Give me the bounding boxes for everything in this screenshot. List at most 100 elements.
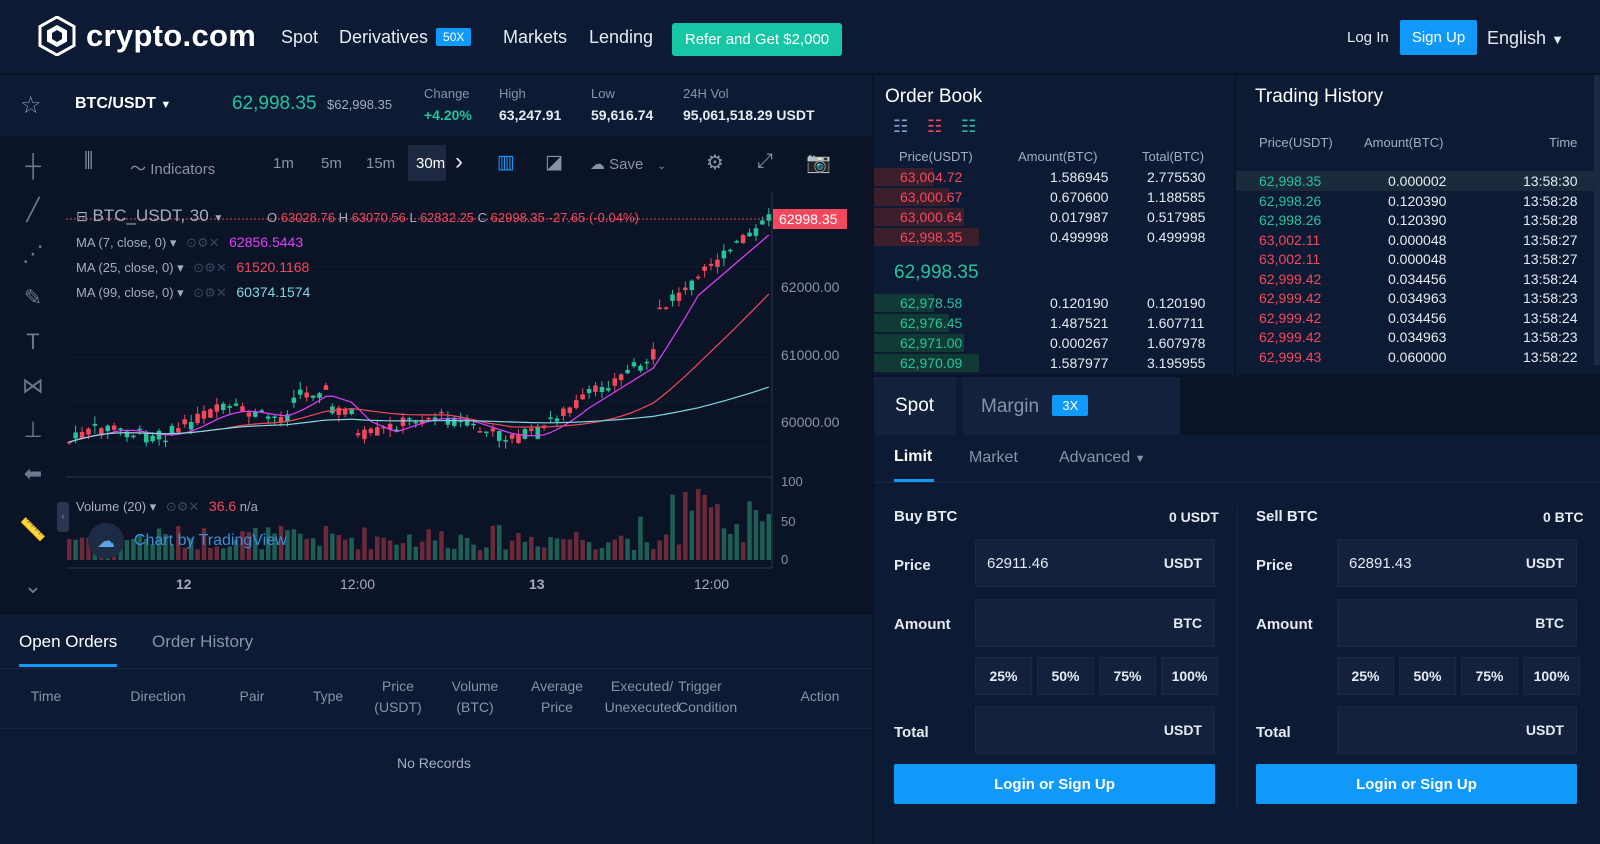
volume-controls-icon[interactable]: ⊙⚙✕ (165, 499, 200, 514)
candle (766, 214, 772, 221)
buy-percent-50[interactable]: 50% (1037, 657, 1094, 695)
trend-line-icon[interactable]: ╱ (26, 197, 40, 222)
interval-30m[interactable]: 30m (408, 145, 446, 181)
order-book-row[interactable]: 63,000.64 0.017987 0.517985 (874, 207, 1234, 227)
sell-total-input[interactable]: USDT (1337, 706, 1577, 754)
book-view-both-icon[interactable]: ☷ (893, 117, 909, 136)
tab-spot[interactable]: Spot (895, 395, 935, 416)
volume-bar (426, 529, 431, 560)
save-button[interactable]: ☁ Save ⌄ (590, 155, 666, 173)
buy-total-input[interactable]: USDT (975, 706, 1215, 754)
nav-markets-link[interactable]: Markets (503, 27, 568, 47)
sell-price-input[interactable]: 62891.43 USDT (1337, 539, 1577, 587)
buy-percent-100[interactable]: 100% (1161, 657, 1218, 695)
fullscreen-icon[interactable]: ⤢ (757, 150, 773, 172)
collapse-sidebar-handle[interactable]: ‹ (57, 502, 69, 532)
order-book-row[interactable]: 62,971.00 0.000267 1.607978 (874, 333, 1234, 353)
interval-15m[interactable]: 15m (366, 155, 396, 172)
order-type-market[interactable]: Market (969, 449, 1018, 466)
chevron-down-icon: ▼ (160, 99, 172, 111)
collapse-legend-icon[interactable]: ⊟ (76, 208, 88, 224)
interval-5m[interactable]: 5m (321, 155, 342, 172)
ma-controls-icon[interactable]: ⊙⚙✕ (193, 285, 227, 300)
symbol-legend[interactable]: ⊟ BTC_USDT, 30 ▼ (76, 206, 223, 226)
order-type-advanced[interactable]: Advanced ▼ (1059, 449, 1146, 467)
back-arrow-icon[interactable]: ⬅ (23, 461, 43, 486)
order-type-limit[interactable]: Limit (894, 448, 933, 465)
tab-order-history[interactable]: Order History (152, 632, 254, 651)
ma99-legend[interactable]: MA (99, close, 0) ▾ ⊙⚙✕ 60374.1574 (76, 284, 311, 300)
crypto-com-logo[interactable]: crypto.com (38, 16, 256, 56)
sell-percent-100[interactable]: 100% (1523, 657, 1580, 695)
buy-login-signup-button[interactable]: Login or Sign Up (894, 764, 1215, 804)
ma7-legend[interactable]: MA (7, close, 0) ▾ ⊙⚙✕ 62856.5443 (76, 234, 304, 250)
book-view-bids-icon[interactable]: ☷ (961, 117, 977, 136)
scrollbar[interactable] (1594, 75, 1600, 365)
buy-price-input[interactable]: 62911.46 USDT (975, 539, 1215, 587)
candle (176, 428, 181, 433)
ma-controls-icon[interactable]: ⊙⚙✕ (193, 260, 227, 275)
crosshair-icon[interactable]: ┼ (25, 153, 41, 178)
order-book-row[interactable]: 62,970.09 1.587977 3.195955 (874, 353, 1234, 373)
ruler-icon[interactable]: 📏 (19, 517, 47, 542)
candles-style-icon[interactable]: ▥ (497, 152, 515, 173)
buy-percent-25[interactable]: 25% (975, 657, 1032, 695)
brush-icon[interactable]: ✎ (23, 285, 43, 310)
nav-lending-link[interactable]: Lending (589, 27, 654, 47)
volume-bar (419, 541, 425, 560)
time-tick: 12:00 (694, 576, 729, 592)
volume-bar (124, 539, 130, 560)
order-book-row[interactable]: 63,004.72 1.586945 2.775530 (874, 167, 1234, 187)
candle (99, 428, 104, 436)
sell-login-signup-button[interactable]: Login or Sign Up (1256, 764, 1577, 804)
volume-bar (240, 531, 245, 560)
text-tool-icon[interactable]: T (26, 329, 40, 354)
interval-1m[interactable]: 1m (273, 155, 294, 172)
refer-button[interactable]: Refer and Get $2,000 (672, 23, 842, 56)
th-time: 13:58:24 (1523, 309, 1578, 326)
candle-type-icon[interactable]: ⫼ (84, 150, 94, 172)
sell-amount-input[interactable]: BTC (1337, 599, 1577, 647)
book-view-asks-icon[interactable]: ☷ (927, 117, 943, 136)
order-book-row[interactable]: 62,976.45 1.487521 1.607711 (874, 313, 1234, 333)
ob-total: 1.607978 (1147, 335, 1206, 351)
login-link[interactable]: Log In (1347, 29, 1389, 46)
save-label: Save (609, 156, 644, 173)
sell-percent-25[interactable]: 25% (1337, 657, 1394, 695)
tab-open-orders[interactable]: Open Orders (19, 632, 118, 651)
candle (375, 427, 380, 436)
ma-controls-icon[interactable]: ⊙⚙✕ (186, 235, 220, 250)
tab-margin[interactable]: Margin 3X (981, 395, 1089, 418)
measure-tool-icon[interactable]: ⊥ (23, 417, 43, 442)
area-style-icon[interactable]: ◪ (545, 152, 563, 173)
tradingview-watermark[interactable]: ☁ Chart by TradingView (88, 523, 287, 559)
settings-gear-icon[interactable]: ⚙ (706, 152, 724, 174)
sell-percent-50[interactable]: 50% (1399, 657, 1456, 695)
volume-legend[interactable]: Volume (20) ▾ ⊙⚙✕ 36.6 n/a (76, 498, 258, 514)
pattern-tool-icon[interactable]: ⋈ (22, 373, 44, 398)
buy-amount-input[interactable]: BTC (975, 599, 1215, 647)
ma25-legend[interactable]: MA (25, close, 0) ▾ ⊙⚙✕ 61520.1168 (76, 259, 310, 275)
chevron-right-icon[interactable]: › (455, 148, 463, 175)
order-book-row[interactable]: 62,998.35 0.499998 0.499998 (874, 227, 1234, 247)
signup-button[interactable]: Sign Up (1400, 20, 1477, 55)
orders-panel: Open Orders Order History Time Direction… (0, 613, 872, 844)
nav-spot-link[interactable]: Spot (281, 27, 319, 47)
price-chart[interactable]: 62998.35 62000.00 61000.00 60000.00 100 … (66, 192, 872, 612)
order-book-row[interactable]: 62,978.58 0.120190 0.120190 (874, 293, 1234, 313)
pair-selector[interactable]: BTC/USDT ▼ (75, 95, 171, 113)
order-book-row[interactable]: 63,000.67 0.670600 1.188585 (874, 187, 1234, 207)
indicators-button[interactable]: 〜 Indicators (130, 155, 215, 179)
nav-derivatives-link[interactable]: Derivatives 50X (339, 27, 472, 48)
fib-tool-icon[interactable]: ⋰ (22, 241, 44, 266)
buy-percent-75[interactable]: 75% (1099, 657, 1156, 695)
camera-icon[interactable]: 📷 (806, 152, 831, 174)
favorite-star-icon[interactable]: ☆ (20, 92, 42, 119)
chevron-down-icon[interactable]: ⌄ (23, 573, 43, 598)
language-selector[interactable]: English ▼ (1487, 28, 1564, 49)
candle (317, 393, 322, 398)
time-tick: 12 (176, 576, 192, 592)
th-price: 63,002.11 (1259, 231, 1321, 248)
sell-percent-75[interactable]: 75% (1461, 657, 1518, 695)
th-price: 62,999.42 (1259, 309, 1322, 326)
